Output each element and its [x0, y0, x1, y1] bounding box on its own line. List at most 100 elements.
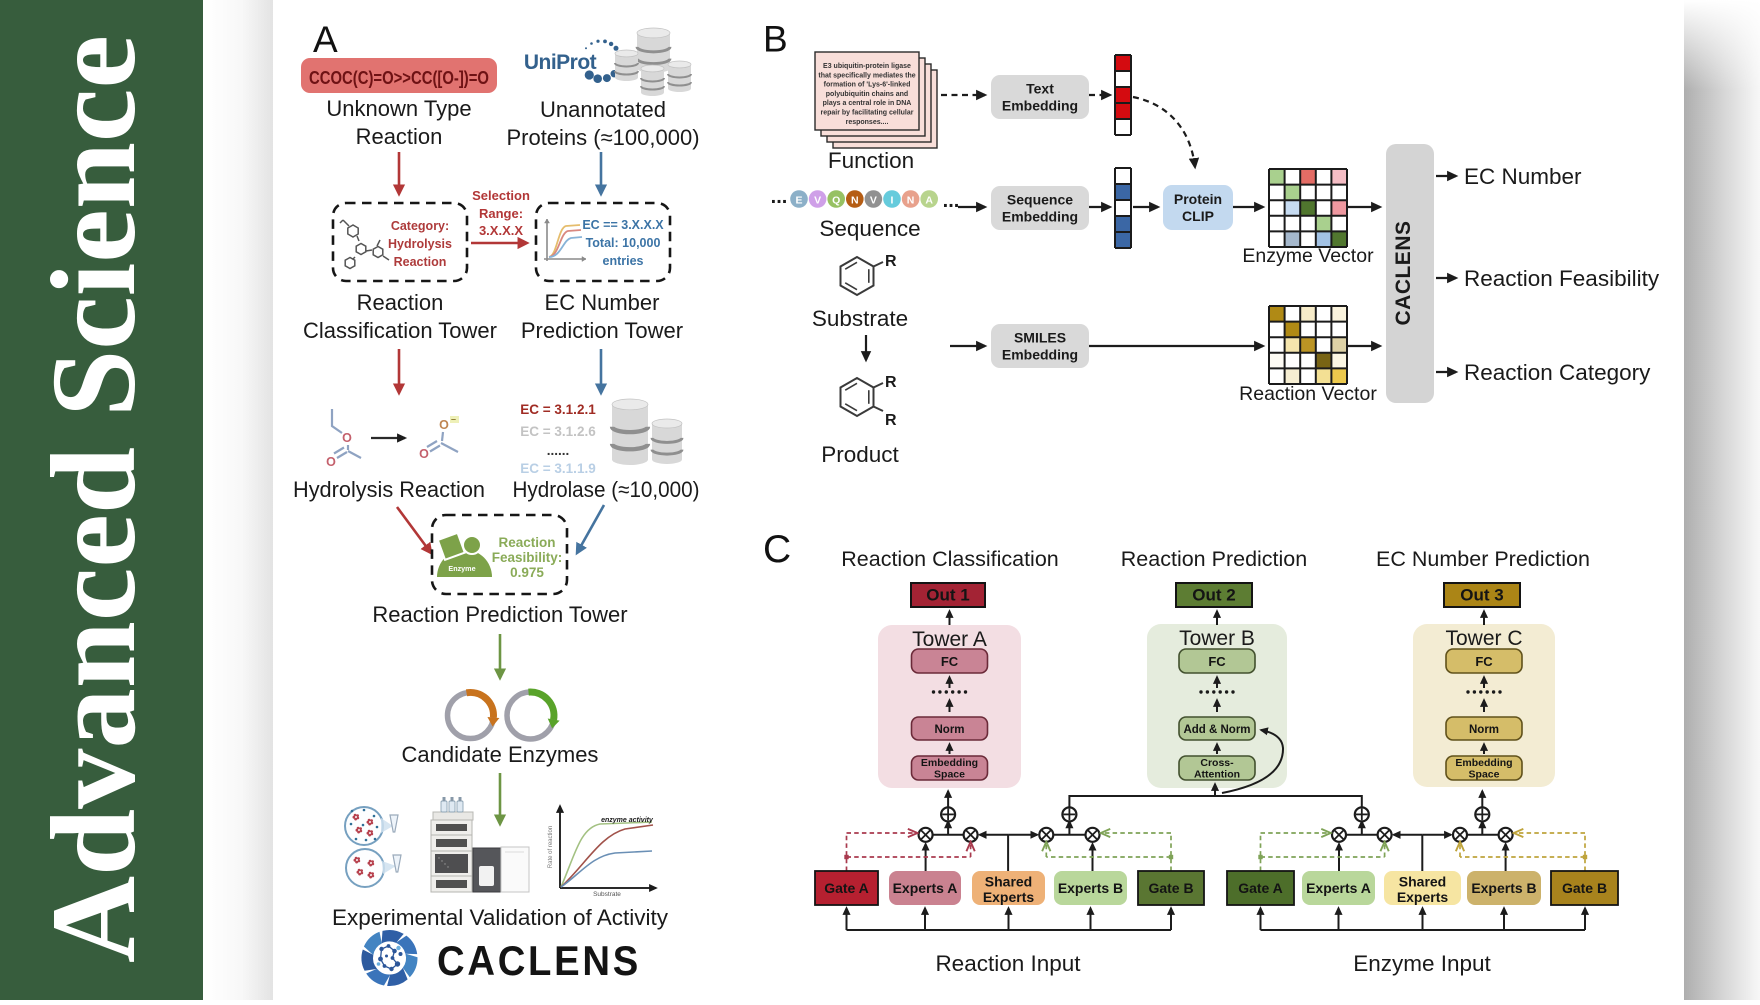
svg-text:Reaction: Reaction — [498, 535, 555, 550]
svg-text:Reaction Vector: Reaction Vector — [1239, 383, 1377, 405]
svg-text:Substrate: Substrate — [593, 891, 621, 898]
svg-text:Substrate: Substrate — [812, 306, 908, 331]
svg-text:Sequence: Sequence — [819, 216, 920, 241]
svg-text:FC: FC — [1208, 654, 1226, 669]
svg-text:Norm: Norm — [934, 724, 964, 736]
svg-text:Range:: Range: — [479, 206, 523, 221]
svg-text:Gate A: Gate A — [824, 880, 869, 896]
svg-text:Norm: Norm — [1469, 724, 1499, 736]
svg-text:Hydrolase (≈10,000): Hydrolase (≈10,000) — [513, 477, 700, 502]
svg-text:Protein: Protein — [1174, 191, 1222, 207]
svg-text:3.X.X.X: 3.X.X.X — [479, 223, 523, 238]
svg-text:CCOC(C)=O>>CC([O-])=O: CCOC(C)=O>>CC([O-])=O — [309, 68, 489, 88]
svg-text:Add & Norm: Add & Norm — [1183, 724, 1250, 736]
svg-text:Product: Product — [821, 442, 899, 467]
svg-text:Function: Function — [828, 148, 914, 173]
svg-text:N: N — [907, 195, 915, 207]
svg-text:V: V — [814, 195, 821, 207]
svg-text:polyubiquitin chains and: polyubiquitin chains and — [826, 91, 908, 98]
svg-text:enzyme activity: enzyme activity — [601, 817, 654, 824]
svg-text:0.975: 0.975 — [510, 565, 544, 580]
svg-text:Enzyme: Enzyme — [448, 564, 475, 573]
svg-text:Reaction Feasibility: Reaction Feasibility — [1464, 266, 1660, 291]
svg-text:CLIP: CLIP — [1182, 208, 1214, 224]
svg-text:plays a central role in DNA: plays a central role in DNA — [823, 100, 912, 107]
svg-text:FC: FC — [1475, 654, 1493, 669]
svg-text:that specifically mediates the: that specifically mediates the — [818, 72, 915, 79]
svg-text:O: O — [439, 418, 449, 432]
svg-text:Enzyme Input: Enzyme Input — [1353, 951, 1491, 976]
svg-text:N: N — [851, 195, 859, 207]
svg-text:Reaction: Reaction — [356, 124, 443, 149]
svg-text:Selection: Selection — [472, 188, 530, 203]
svg-text:SMILES: SMILES — [1014, 330, 1066, 346]
svg-text:Reaction Category: Reaction Category — [1464, 360, 1651, 385]
svg-text:...: ... — [771, 186, 788, 208]
svg-text:Embedding: Embedding — [1002, 209, 1078, 225]
svg-text:Space: Space — [1469, 769, 1500, 781]
svg-text:...: ... — [943, 190, 960, 212]
svg-text:repair by facilitating cellula: repair by facilitating cellular — [821, 110, 914, 117]
svg-text:Shared: Shared — [985, 874, 1032, 890]
svg-text:FC: FC — [941, 654, 959, 669]
svg-text:EC == 3.X.X.X: EC == 3.X.X.X — [582, 218, 664, 232]
svg-text:EC = 3.1.2.6: EC = 3.1.2.6 — [520, 424, 596, 439]
svg-text:A: A — [313, 19, 338, 60]
svg-text:Cross-: Cross- — [1200, 757, 1234, 769]
svg-text:Proteins (≈100,000): Proteins (≈100,000) — [506, 125, 699, 150]
svg-text:C: C — [763, 528, 791, 571]
svg-text:Reaction Classification: Reaction Classification — [841, 547, 1059, 571]
svg-text:Classification Tower: Classification Tower — [303, 318, 497, 343]
svg-text:B: B — [763, 19, 788, 60]
svg-text:Embedding: Embedding — [1002, 347, 1078, 363]
svg-text:Embedding: Embedding — [1002, 98, 1078, 114]
svg-text:–: – — [451, 414, 456, 424]
svg-text:Tower B: Tower B — [1179, 627, 1255, 650]
svg-text:Gate A: Gate A — [1238, 880, 1283, 896]
svg-text:EC Number: EC Number — [1464, 164, 1582, 189]
svg-text:formation of 'Lys-6'-linked: formation of 'Lys-6'-linked — [824, 82, 911, 89]
svg-text:A: A — [925, 195, 933, 207]
svg-text:E3 ubiquitin-protein ligase: E3 ubiquitin-protein ligase — [823, 63, 911, 70]
svg-text:responses....: responses.... — [846, 119, 889, 126]
svg-text:R: R — [885, 374, 897, 391]
svg-text:Feasibility:: Feasibility: — [492, 550, 563, 565]
svg-text:Q: Q — [832, 195, 840, 207]
svg-text:Total: 10,000: Total: 10,000 — [586, 236, 661, 250]
svg-text:Experts B: Experts B — [1471, 880, 1536, 896]
svg-text:Gate B: Gate B — [1562, 880, 1607, 896]
svg-text:......: ...... — [547, 443, 570, 458]
svg-text:R: R — [885, 253, 897, 270]
svg-text:UniProt: UniProt — [524, 51, 597, 74]
svg-text:CACLENS: CACLENS — [1392, 220, 1415, 325]
svg-text:Reaction: Reaction — [394, 255, 447, 269]
svg-text:EC = 3.1.1.9: EC = 3.1.1.9 — [520, 461, 595, 476]
svg-text:entries: entries — [603, 254, 644, 268]
svg-text:Hydrolysis: Hydrolysis — [388, 237, 452, 251]
svg-text:Experts: Experts — [1397, 889, 1449, 905]
svg-text:Candidate Enzymes: Candidate Enzymes — [402, 742, 599, 767]
svg-text:Gate B: Gate B — [1148, 880, 1193, 896]
svg-text:Experimental Validation of Act: Experimental Validation of Activity — [332, 905, 669, 930]
svg-text:Advanced Science: Advanced Science — [27, 35, 161, 963]
svg-text:EC Number Prediction: EC Number Prediction — [1376, 547, 1590, 571]
svg-text:Experts A: Experts A — [893, 880, 958, 896]
svg-text:V: V — [870, 195, 877, 207]
svg-text:Text: Text — [1026, 81, 1054, 97]
svg-text:Experts: Experts — [983, 889, 1035, 905]
svg-text:I: I — [891, 195, 894, 207]
svg-text:Experts B: Experts B — [1058, 880, 1123, 896]
svg-text:EC = 3.1.2.1: EC = 3.1.2.1 — [520, 402, 596, 417]
svg-text:Attention: Attention — [1194, 769, 1240, 781]
svg-text:Shared: Shared — [1399, 874, 1446, 890]
svg-text:Experts A: Experts A — [1306, 880, 1371, 896]
svg-text:Out 3: Out 3 — [1460, 586, 1503, 605]
svg-text:Embedding: Embedding — [1455, 757, 1512, 769]
svg-text:Tower A: Tower A — [912, 628, 987, 651]
svg-text:Tower C: Tower C — [1445, 627, 1522, 650]
svg-text:Rate of reaction: Rate of reaction — [548, 826, 554, 868]
svg-text:O: O — [342, 431, 352, 445]
svg-text:Unknown Type: Unknown Type — [326, 96, 471, 121]
svg-text:Category:: Category: — [391, 219, 449, 233]
svg-text:Reaction Prediction Tower: Reaction Prediction Tower — [372, 602, 627, 627]
